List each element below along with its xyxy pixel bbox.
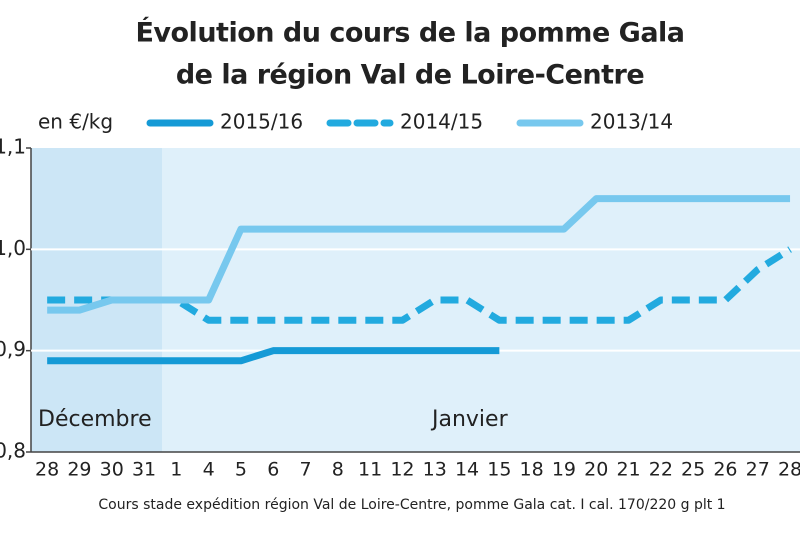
x-tick-label: 22 [649, 459, 673, 481]
x-tick-label: 21 [616, 459, 640, 481]
y-tick-label: 0,8 [0, 439, 26, 463]
x-tick-label: 25 [681, 459, 705, 481]
x-tick-label: 7 [300, 459, 312, 481]
y-tick-label: 1,0 [0, 236, 26, 260]
chart-title: de la région Val de Loire-Centre [176, 60, 644, 91]
x-tick-label: 4 [203, 459, 215, 481]
x-tick-label: 30 [100, 459, 124, 481]
x-tick-label: 1 [170, 459, 182, 481]
x-tick-label: 11 [358, 459, 382, 481]
x-tick-label: 19 [552, 459, 576, 481]
chart-title: Évolution du cours de la pomme Gala [135, 17, 684, 49]
x-tick-label: 18 [520, 459, 544, 481]
legend-label: 2013/14 [590, 110, 673, 134]
x-tick-label: 27 [746, 459, 770, 481]
x-tick-label: 14 [455, 459, 479, 481]
footnote: Cours stade expédition région Val de Loi… [98, 497, 725, 513]
x-tick-label: 29 [67, 459, 91, 481]
x-tick-label: 12 [390, 459, 414, 481]
series-line [47, 195, 791, 314]
y-tick-label: 0,9 [0, 337, 26, 361]
x-tick-label: 8 [332, 459, 344, 481]
legend-label: 2014/15 [400, 110, 483, 134]
x-tick-label: 15 [487, 459, 511, 481]
y-tick-label: 1,1 [0, 135, 26, 159]
x-tick-label: 31 [132, 459, 156, 481]
series-line [47, 347, 500, 365]
x-tick-label: 20 [584, 459, 608, 481]
annotation: Janvier [430, 407, 509, 432]
x-tick-label: 5 [235, 459, 247, 481]
y-axis-label: en €/kg [38, 110, 113, 134]
x-tick-label: 13 [423, 459, 447, 481]
annotation: Décembre [38, 407, 152, 432]
x-tick-label: 28 [35, 459, 59, 481]
legend-label: 2015/16 [220, 110, 303, 134]
x-tick-label: 28 [778, 459, 800, 481]
x-tick-label: 26 [713, 459, 737, 481]
x-tick-label: 6 [267, 459, 279, 481]
